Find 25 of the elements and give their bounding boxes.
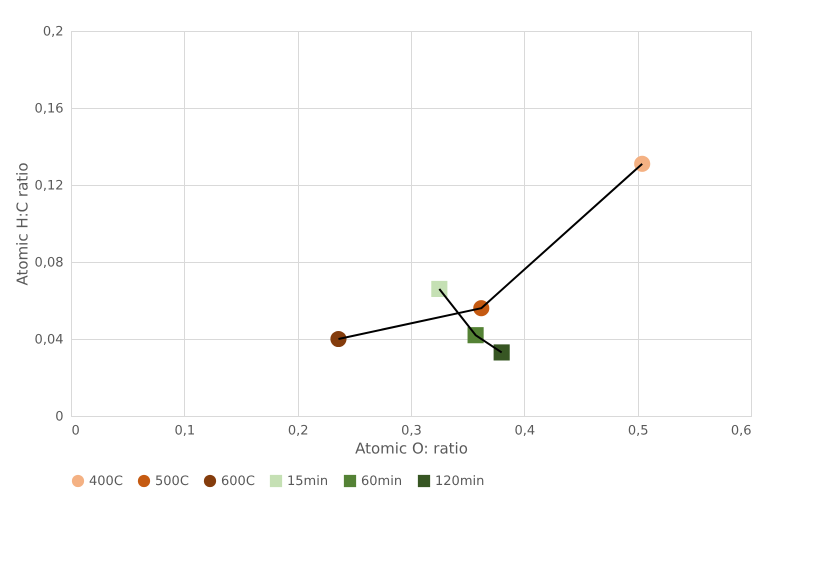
legend-label: 60min [361,474,402,489]
x-tick-label: 0,2 [288,424,309,438]
x-tick-label: 0,6 [730,424,752,438]
legend-label: 400C [89,474,123,489]
y-tick-label: 0,08 [34,256,64,270]
y-tick-label: 0,12 [34,178,64,194]
x-tick-label: 0,1 [174,424,196,438]
x-tick-label: 0,3 [401,424,422,438]
legend-label: 600C [221,474,255,489]
point [634,156,650,172]
y-tick-label: 0 [55,410,64,424]
x-tick-label: 0 [72,424,80,438]
x-tick-label: 0,5 [628,424,649,438]
y-axis-title: Atomic H:C ratio [14,162,32,286]
point [431,280,448,298]
point [494,344,510,361]
legend-label: 15min [287,474,328,489]
y-tick-label: 0,16 [34,102,64,116]
legend-label: 500C [155,474,189,489]
x-tick-label: 0,4 [514,424,536,438]
point [330,330,347,348]
y-tick-label: 0,2 [42,24,64,40]
x-axis-title: Atomic O: ratio [355,440,468,458]
legend-label: 120min [435,474,484,489]
y-tick-label: 0,04 [34,332,64,348]
